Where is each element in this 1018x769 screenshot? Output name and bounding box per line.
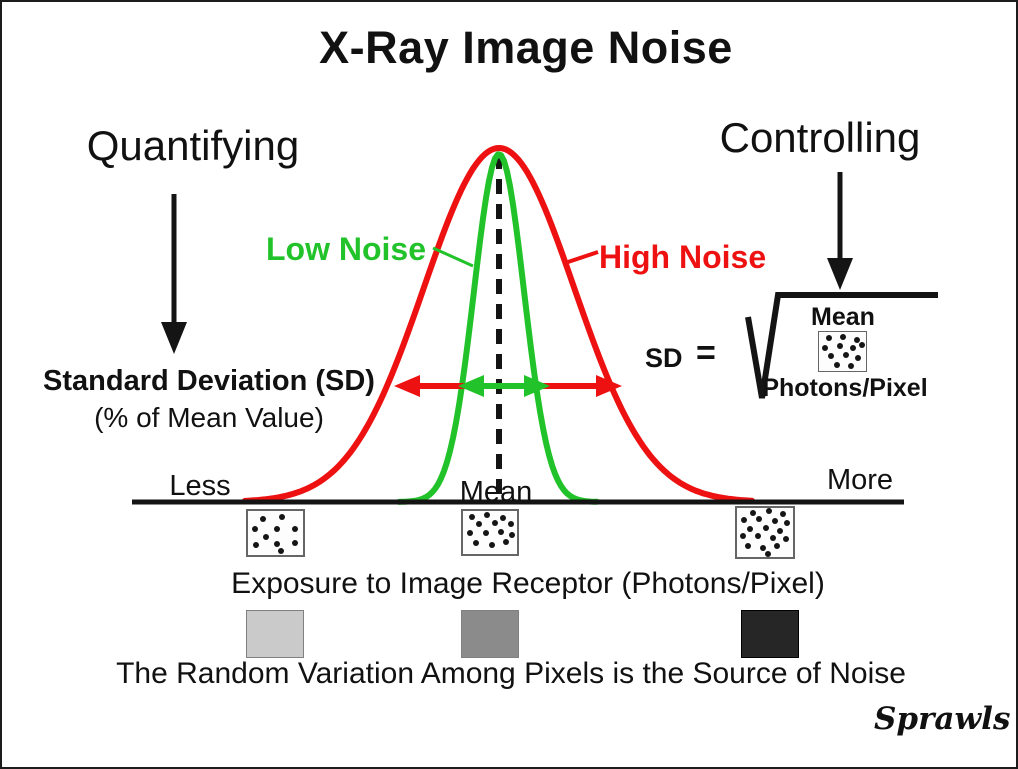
photon-dot <box>777 527 784 534</box>
photon-dot <box>484 512 491 519</box>
photon-dot <box>763 524 770 531</box>
low-noise-curve <box>396 151 600 505</box>
photon-dot <box>291 539 298 546</box>
high-noise-label: High Noise <box>599 239 767 275</box>
photon-dot <box>747 525 754 532</box>
photon-dot <box>468 514 475 521</box>
controlling-arrow-head <box>827 258 853 290</box>
photon-dot <box>833 361 840 368</box>
photon-dot <box>497 528 504 535</box>
gray-patch-dark <box>741 610 799 658</box>
photon-dot <box>769 534 776 541</box>
photon-dot <box>253 542 260 549</box>
high-noise-sd-width-head <box>596 375 622 397</box>
photon-dot <box>765 550 772 557</box>
photon-dot <box>507 520 514 527</box>
sd-arrows <box>394 375 622 397</box>
photon-dot <box>784 519 791 526</box>
percent-of-mean-label: (% of Mean Value) <box>94 402 324 434</box>
photon-dot <box>476 520 483 527</box>
photon-dot <box>749 509 756 516</box>
low-noise-sd-width-head <box>458 375 484 397</box>
photon-dot <box>754 533 761 540</box>
photon-dot <box>503 538 510 545</box>
photon-dot <box>508 532 515 539</box>
photon-dot <box>499 514 506 521</box>
photon-dot <box>740 533 747 540</box>
photon-dot <box>859 342 866 349</box>
photon-dot <box>766 508 773 515</box>
photon-dot <box>847 362 854 369</box>
photon-dot <box>840 333 847 340</box>
controlling-heading: Controlling <box>719 114 921 161</box>
quantifying-arrow-head <box>161 322 187 354</box>
photon-dot <box>273 541 280 547</box>
photon-dot <box>744 543 751 550</box>
high-noise-pointer-line <box>567 250 599 264</box>
formula-sd-label: SD <box>645 343 683 373</box>
photon-dot <box>783 536 790 543</box>
photon-dot <box>855 354 862 361</box>
photon-dot <box>262 534 269 541</box>
photon-dot <box>492 520 499 527</box>
gray-patch-medium <box>461 610 519 658</box>
low-noise-pointer-line <box>432 246 474 268</box>
photon-dot <box>826 335 833 342</box>
photon-dot <box>779 511 786 518</box>
pixel-sample-more <box>735 506 795 559</box>
page-title: X-Ray Image Noise <box>319 22 733 73</box>
photon-dot <box>842 352 849 359</box>
pixel-sample-mean <box>461 509 519 556</box>
sprawls-signature: Sprawls <box>874 701 1011 737</box>
photon-dot <box>760 544 767 551</box>
photon-dot <box>273 525 280 532</box>
photon-dot <box>771 517 778 524</box>
photon-dot <box>836 343 843 350</box>
formula-numerator-mean: Mean <box>811 303 875 331</box>
formula-equals-sign: = <box>696 334 716 372</box>
pixel-sample-less <box>246 509 305 557</box>
photon-dot <box>828 353 835 360</box>
axis-label-mean: Mean <box>459 476 533 508</box>
axis-label-more: More <box>826 464 894 496</box>
exposure-caption: Exposure to Image Receptor (Photons/Pixe… <box>231 567 825 600</box>
photon-dot <box>260 515 267 522</box>
photon-dot <box>279 514 286 521</box>
low-noise-sd-width-head <box>524 375 550 397</box>
formula-denominator-photons-pixel: Photons/Pixel <box>762 374 928 402</box>
standard-deviation-block: Standard Deviation (SD) (% of Mean Value… <box>43 362 375 437</box>
photon-dot <box>853 336 860 343</box>
photon-dot <box>472 539 479 546</box>
high-noise-curve <box>242 145 755 504</box>
footer-message: The Random Variation Among Pixels is the… <box>116 657 906 690</box>
gray-patch-light <box>246 610 304 658</box>
quantifying-heading: Quantifying <box>86 122 300 169</box>
photon-dot <box>489 541 496 548</box>
photon-dot <box>291 526 298 533</box>
axis-label-less: Less <box>169 470 231 502</box>
standard-deviation-label: Standard Deviation (SD) <box>43 365 375 397</box>
photon-dot <box>756 515 763 522</box>
photon-dot <box>822 344 829 351</box>
photon-dot <box>774 543 781 550</box>
photon-dot <box>278 547 284 554</box>
low-noise-label: Low Noise <box>266 231 427 267</box>
photon-dot <box>741 516 748 523</box>
photon-dot <box>849 345 856 352</box>
photon-dot <box>251 526 258 533</box>
photon-dot <box>467 529 474 536</box>
photon-dot <box>482 529 489 536</box>
high-noise-sd-width-head <box>394 375 420 397</box>
square-root-radical <box>745 292 938 399</box>
formula-pixel-sample <box>818 331 867 372</box>
